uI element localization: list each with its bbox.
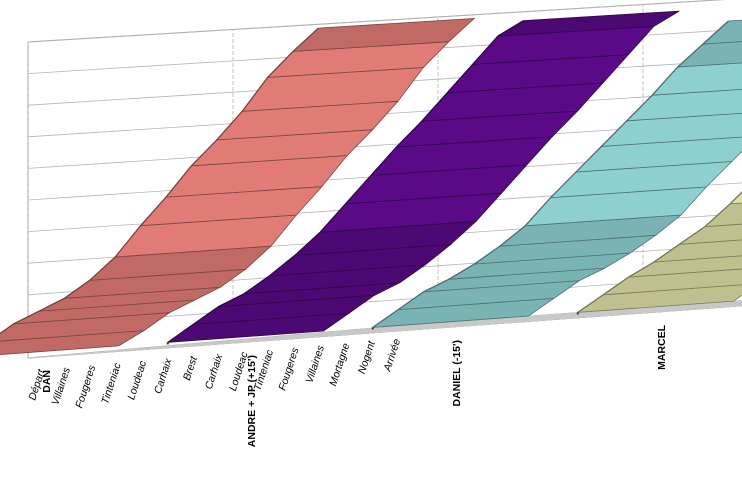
series-label: DANIEL (-15') [451, 340, 463, 406]
series-label: ANDRE + JP (+15') [246, 355, 258, 447]
ribbon-edge [167, 20, 524, 343]
series-0 [0, 18, 476, 355]
floor-gridline [408, 300, 742, 326]
x-tick-label: Loudeac [125, 359, 149, 402]
series-label: DAN [41, 370, 53, 393]
x-tick-label: Mortagne [327, 342, 352, 388]
series-3 [576, 191, 742, 315]
x-tick-label: Carhaix [152, 356, 175, 395]
series-2 [371, 19, 742, 330]
x-tick-label: Carhaix [203, 352, 226, 391]
x-tick-label: Arrivée [381, 337, 403, 373]
x-tick-label: Fougeres [73, 363, 98, 410]
ribbon-edge [577, 191, 742, 313]
x-tick-label: Fougeres [276, 345, 301, 392]
ribbon-edge [0, 27, 319, 335]
x-tick-label: Villaines [50, 365, 74, 406]
ribbon-edge [372, 20, 729, 328]
x-tick-label: Villaines [304, 343, 328, 384]
x-tick-label: Nogent [356, 338, 378, 375]
series-1 [166, 10, 680, 345]
series-label: MARCEL [656, 324, 668, 369]
x-tick-label: Tinteniac [99, 361, 124, 406]
series-labels: DAN ANDRE + JP (+15') DANIEL (-15') MARCEL F… [41, 324, 668, 447]
chart-series [0, 10, 742, 355]
side-gridline [27, 0, 724, 43]
x-tick-label: Brest [181, 354, 200, 382]
